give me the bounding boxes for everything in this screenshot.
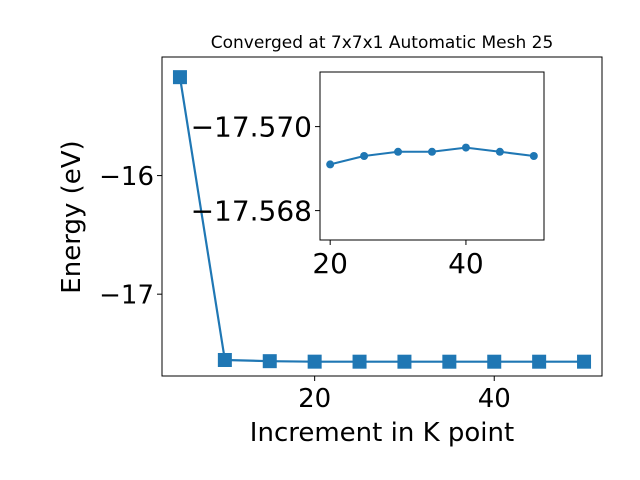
inset-data-point bbox=[461, 143, 470, 152]
main-x-tick-label: 20 bbox=[298, 384, 331, 414]
main-y-tick-label: −17 bbox=[99, 281, 154, 311]
inset-y-tick-label: −17.570 bbox=[191, 111, 312, 144]
main-x-tick-label: 40 bbox=[478, 384, 511, 414]
inset-x-tick-label: 40 bbox=[448, 247, 484, 280]
inset-plot: 20 40 −17.570 −17.568 bbox=[191, 71, 545, 280]
inset-data-point bbox=[495, 147, 504, 156]
y-axis-label: Energy (eV) bbox=[57, 140, 87, 293]
main-data-point bbox=[262, 354, 277, 369]
inset-data-point bbox=[428, 147, 436, 156]
inset-data-point bbox=[326, 160, 335, 169]
main-data-point bbox=[172, 70, 187, 85]
main-data-point bbox=[217, 352, 232, 367]
main-data-point bbox=[352, 354, 367, 369]
main-data-point bbox=[532, 354, 547, 369]
inset-data-point bbox=[394, 147, 403, 156]
main-data-point bbox=[307, 354, 322, 369]
main-data-point bbox=[397, 354, 412, 369]
main-data-point bbox=[442, 354, 457, 369]
main-data-point bbox=[577, 354, 592, 369]
main-data-point bbox=[487, 354, 502, 369]
main-series-line bbox=[178, 76, 585, 363]
inset-frame bbox=[319, 71, 545, 241]
inset-x-tick-label: 20 bbox=[312, 247, 348, 280]
main-y-tick-label: −16 bbox=[99, 162, 154, 192]
chart-title: Converged at 7x7x1 Automatic Mesh 25 bbox=[211, 33, 554, 53]
inset-data-point bbox=[529, 152, 538, 160]
inset-y-tick-label: −17.568 bbox=[191, 195, 312, 228]
x-axis-label: Increment in K point bbox=[250, 418, 514, 448]
inset-data-point bbox=[360, 152, 369, 160]
